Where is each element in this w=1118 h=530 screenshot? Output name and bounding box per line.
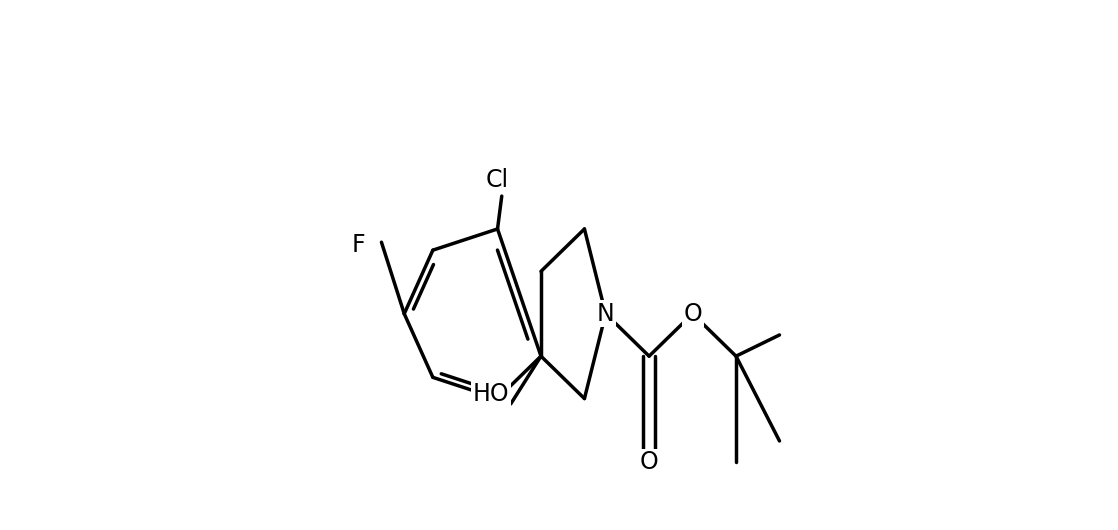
Text: HO: HO — [473, 382, 510, 407]
Text: N: N — [597, 302, 615, 326]
Text: F: F — [352, 233, 366, 257]
Text: Cl: Cl — [485, 168, 509, 192]
Text: O: O — [683, 302, 702, 326]
Text: O: O — [639, 450, 659, 474]
